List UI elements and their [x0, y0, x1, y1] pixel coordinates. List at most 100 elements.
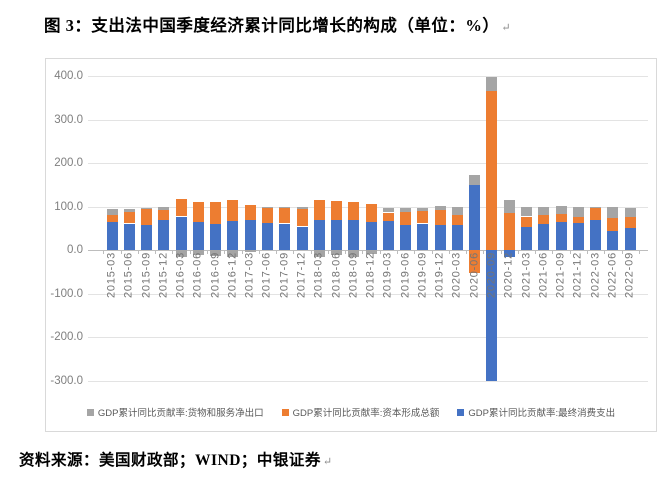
bar-segment	[365, 221, 377, 250]
axis-tick	[500, 251, 502, 254]
bar-segment	[417, 223, 429, 250]
bar-segment	[503, 250, 515, 257]
bar-segment	[244, 250, 256, 252]
bar-segment	[469, 184, 481, 251]
bar-segment	[624, 228, 636, 251]
y-tick-label: 400.0	[54, 70, 83, 82]
legend-label: GDP累计同比贡献率:资本形成总额	[292, 408, 440, 419]
x-tick-label: 2015-12	[157, 252, 170, 298]
axis-tick	[241, 251, 243, 254]
x-tick-label: 2018-06	[330, 252, 342, 298]
x-tick-label: 2022-06	[606, 252, 619, 298]
bar-segment	[572, 207, 584, 217]
bar-segment	[555, 214, 567, 223]
bar-segment	[296, 206, 308, 210]
bar-segment	[313, 199, 325, 220]
bar-segment	[279, 223, 291, 250]
x-tick-label: 2017-12	[295, 252, 308, 298]
x-tick-label: 2016-03	[174, 252, 187, 298]
axis-tick	[448, 251, 450, 254]
bar-segment	[210, 223, 222, 250]
axis-tick	[466, 251, 467, 254]
y-tick-label: 300.0	[54, 113, 83, 126]
bar-segment	[590, 220, 602, 250]
x-tick-label: 2016-12	[226, 252, 239, 298]
axis-tick	[569, 251, 571, 254]
bar-segment	[572, 216, 584, 223]
x-tick-label: 2016-09	[209, 252, 222, 298]
axis-tick	[224, 251, 226, 254]
axis-tick	[207, 251, 208, 254]
bar-segment	[451, 214, 463, 226]
bar-segment	[538, 214, 550, 225]
axis-tick	[189, 251, 191, 254]
legend-swatch-icon	[457, 408, 465, 416]
gridline	[88, 380, 648, 382]
axis-tick	[431, 251, 433, 254]
bar-segment	[331, 201, 342, 220]
x-tick-label: 2018-12	[364, 252, 377, 298]
x-tick-label: 2015-09	[140, 252, 152, 298]
bar-segment	[175, 250, 187, 258]
x-tick-label: 2020-06	[468, 252, 481, 298]
bar-segment	[175, 199, 187, 217]
axis-tick	[397, 251, 398, 254]
legend-label: GDP累计同比贡献率:最终消费支出	[468, 408, 616, 419]
gridline	[88, 76, 648, 77]
y-tick-label: 100.0	[54, 200, 83, 213]
bar-segment	[348, 201, 360, 221]
bar-segment	[417, 208, 429, 211]
x-tick-label: 2022-03	[589, 252, 602, 298]
axis-tick	[552, 251, 554, 254]
bar-segment	[106, 215, 118, 223]
bar-segment	[624, 217, 636, 229]
bar-segment	[538, 206, 550, 215]
bar-segment	[296, 226, 308, 250]
x-tick-label: 2020-12	[502, 252, 515, 298]
x-tick-label: 2019-03	[381, 252, 394, 298]
bar-segment	[192, 250, 204, 256]
bar-segment	[434, 225, 446, 250]
bar-segment	[192, 202, 204, 223]
bar-segment	[192, 222, 204, 250]
legend-item: GDP累计同比贡献率:资本形成总额	[281, 405, 440, 419]
axis-tick	[258, 251, 260, 254]
x-tick-label: 2020-03	[450, 252, 463, 298]
axis-tick	[535, 251, 537, 254]
axis-tick	[621, 251, 623, 254]
bar-segment	[486, 91, 498, 250]
bar-segment	[434, 206, 446, 211]
bar-segment	[123, 209, 135, 212]
axis-tick	[137, 251, 139, 254]
x-tick-label: 2019-09	[416, 252, 429, 298]
x-tick-label: 2017-03	[243, 252, 256, 298]
x-tick-label: 2019-12	[433, 252, 446, 298]
axis-tick	[327, 251, 329, 254]
bar-segment	[590, 207, 602, 220]
bar-segment	[313, 250, 325, 257]
axis-tick	[638, 251, 640, 254]
bar-segment	[348, 220, 360, 250]
bar-segment	[538, 224, 550, 250]
bar-segment	[434, 210, 446, 226]
bar-segment	[296, 209, 308, 227]
bar-segment	[141, 209, 152, 225]
axis-tick	[414, 251, 416, 254]
bar-segment	[469, 250, 481, 273]
bar-segment	[451, 225, 463, 250]
bar-segment	[400, 207, 412, 212]
bar-segment	[227, 221, 239, 250]
bar-segment	[331, 250, 342, 256]
paragraph-mark-icon: ↵	[501, 22, 512, 34]
source-note: 资料来源：美国财政部；WIND；中银证券 ↵	[19, 448, 333, 470]
bar-segment	[141, 224, 152, 250]
bar-segment	[175, 216, 187, 250]
chart-legend: GDP累计同比贡献率:货物和服务净出口 GDP累计同比贡献率:资本形成总额 GDP累…	[46, 405, 656, 419]
paragraph-mark-icon: ↵	[322, 456, 333, 468]
axis-tick	[604, 251, 606, 254]
axis-tick	[362, 251, 364, 254]
y-tick-label: -300.0	[50, 374, 83, 387]
axis-tick	[483, 251, 485, 254]
axis-tick	[172, 251, 174, 254]
legend-label: GDP累计同比贡献率:货物和服务净出口	[97, 408, 264, 419]
